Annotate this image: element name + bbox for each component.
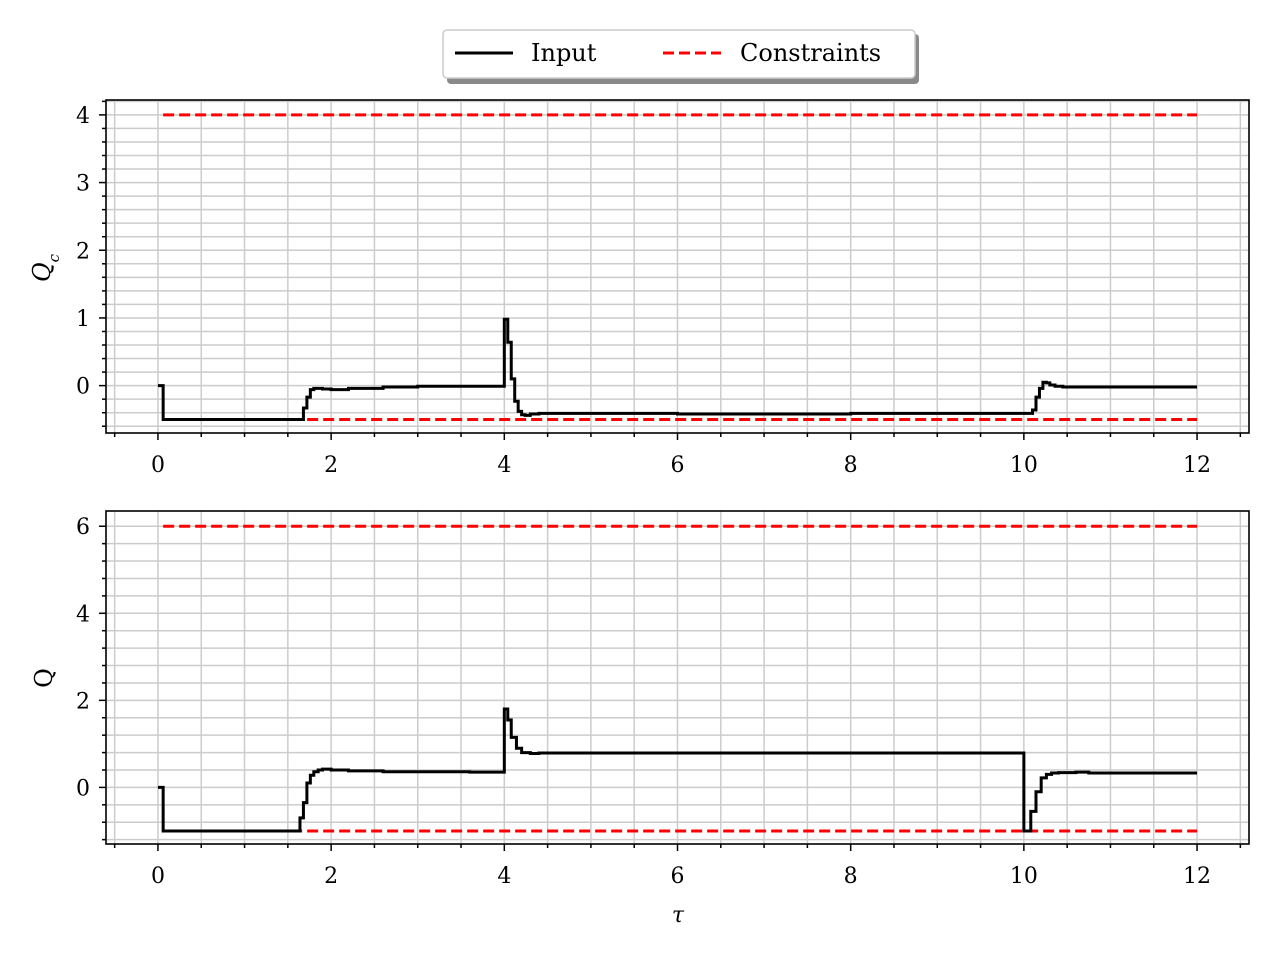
x-tick-label: 0 (151, 453, 165, 478)
x-tick-label: 10 (1010, 864, 1038, 889)
y-tick-label: 2 (76, 239, 90, 264)
y-tick-label: 6 (76, 515, 90, 540)
legend-constraints-label: Constraints (740, 39, 881, 67)
x-tick-label: 6 (671, 453, 685, 478)
y-tick-label: 4 (76, 602, 90, 627)
q-panel: 0 2 4 6 8 10 12 0 2 4 6 Q τ (30, 510, 1250, 928)
y-tick-label: 1 (76, 307, 90, 332)
x-tick-label: 2 (324, 453, 338, 478)
qc-grid (106, 100, 1249, 433)
q-xlabel: τ (672, 903, 685, 928)
y-tick-label: 3 (76, 172, 90, 197)
y-tick-label: 2 (76, 689, 90, 714)
x-tick-label: 6 (671, 864, 685, 889)
x-tick-label: 2 (324, 864, 338, 889)
x-tick-label: 12 (1183, 864, 1211, 889)
q-tick-labels: 0 2 4 6 8 10 12 0 2 4 6 (76, 515, 1211, 889)
x-tick-label: 0 (151, 864, 165, 889)
x-tick-label: 8 (844, 864, 858, 889)
qc-ticks (99, 100, 1242, 440)
legend: Input Constraints (442, 29, 919, 84)
q-grid (106, 511, 1249, 844)
x-tick-label: 12 (1183, 453, 1211, 478)
input-series-line (157, 317, 1198, 421)
q-ticks (99, 525, 1242, 851)
x-tick-label: 4 (497, 453, 511, 478)
q-lines (157, 524, 1198, 833)
y-tick-label: 0 (76, 375, 90, 400)
x-tick-label: 4 (497, 864, 511, 889)
qc-lines (157, 113, 1198, 421)
input-series-line (157, 707, 1198, 833)
q-ylabel: Q (30, 668, 58, 688)
x-tick-label: 8 (844, 453, 858, 478)
x-tick-label: 10 (1010, 453, 1038, 478)
legend-input-label: Input (531, 39, 597, 67)
y-tick-label: 0 (76, 776, 90, 801)
y-tick-label: 4 (76, 104, 90, 129)
